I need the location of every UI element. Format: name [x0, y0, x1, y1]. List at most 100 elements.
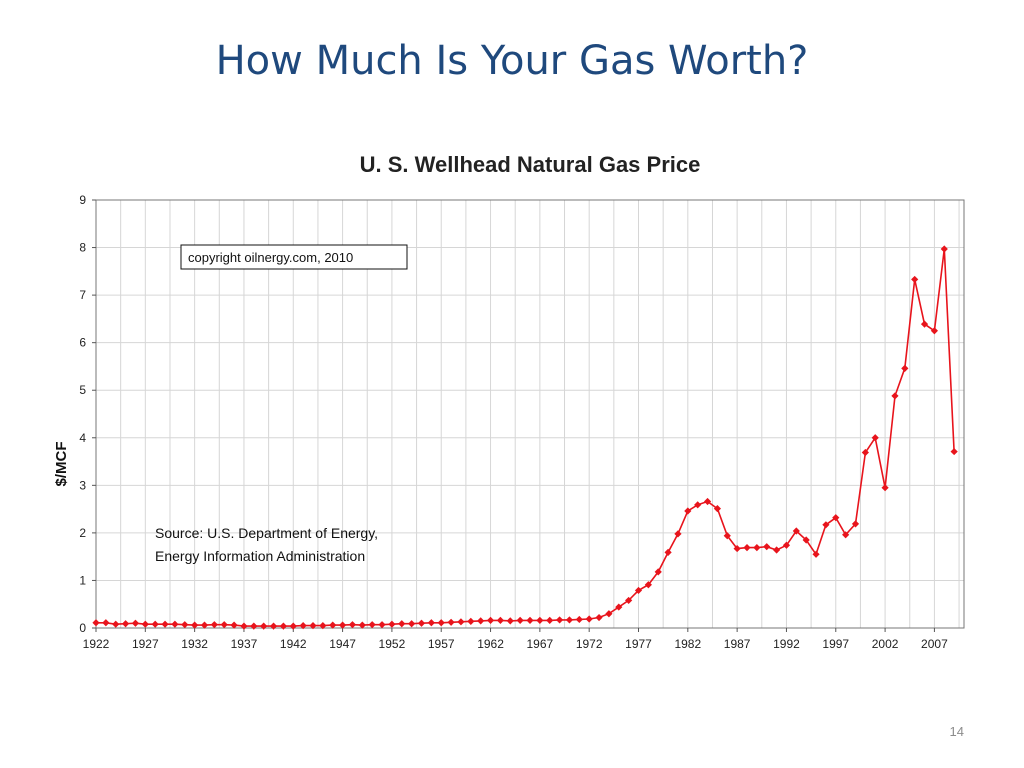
- x-tick-label: 2007: [921, 637, 948, 651]
- data-point: [753, 544, 761, 552]
- data-point: [161, 620, 169, 628]
- data-point: [615, 603, 623, 611]
- data-point: [802, 536, 810, 544]
- x-tick-label: 1927: [132, 637, 159, 651]
- copyright-box: copyright oilnergy.com, 2010: [180, 244, 408, 270]
- data-point: [723, 532, 731, 540]
- data-point: [940, 245, 948, 253]
- data-point: [516, 616, 524, 624]
- data-point: [348, 621, 357, 629]
- data-point: [378, 621, 386, 629]
- data-point: [368, 621, 376, 629]
- data-point: [102, 619, 110, 627]
- x-tick-label: 1937: [231, 637, 258, 651]
- data-point: [713, 505, 722, 513]
- data-point: [763, 543, 771, 551]
- data-point: [289, 622, 297, 630]
- data-point: [664, 548, 672, 556]
- data-point: [654, 568, 662, 576]
- y-tick-label: 1: [79, 573, 86, 587]
- data-point: [200, 621, 209, 629]
- data-point: [625, 596, 633, 605]
- data-point: [240, 622, 248, 630]
- data-point: [950, 447, 958, 456]
- data-point: [92, 619, 100, 627]
- data-point: [496, 616, 505, 624]
- data-point: [575, 615, 583, 624]
- data-point: [250, 622, 258, 630]
- data-point: [181, 621, 189, 629]
- data-point: [329, 621, 337, 629]
- data-point: [477, 617, 485, 625]
- slide-title: How Much Is Your Gas Worth?: [215, 38, 809, 84]
- data-point: [792, 527, 800, 535]
- data-point: [338, 621, 347, 629]
- data-point: [861, 448, 869, 457]
- data-point: [634, 586, 643, 595]
- data-point: [437, 619, 445, 627]
- data-point: [703, 497, 712, 506]
- y-tick-label: 6: [79, 336, 86, 350]
- x-tick-label: 1947: [329, 637, 356, 651]
- data-point: [171, 620, 179, 628]
- x-tick-label: 1922: [83, 637, 110, 651]
- data-point: [555, 616, 564, 624]
- data-point: [141, 620, 149, 628]
- x-tick-label: 1977: [625, 637, 652, 651]
- data-point: [743, 544, 751, 552]
- data-point: [595, 613, 603, 622]
- x-tick-label: 1967: [527, 637, 554, 651]
- data-point: [131, 619, 140, 627]
- x-axis-ticks: 1922 1927 1932 1937 1942 1947 1952 1957 1962 1967…: [83, 628, 948, 651]
- data-point: [358, 621, 366, 629]
- data-point: [299, 622, 307, 630]
- plot-frame: [95, 199, 965, 629]
- y-axis-ticks: 0 1 2 3 4 5 6 7 8 9: [79, 193, 96, 635]
- series-line: [96, 248, 955, 627]
- x-tick-label: 1942: [280, 637, 307, 651]
- x-tick-label: 1992: [773, 637, 800, 651]
- x-tick-label: 1932: [181, 637, 208, 651]
- y-tick-label: 9: [79, 193, 86, 207]
- series-layer: [92, 245, 958, 630]
- data-point: [526, 616, 534, 624]
- data-point: [911, 275, 919, 284]
- data-point: [151, 620, 159, 628]
- data-point: [467, 617, 475, 625]
- data-point: [506, 617, 514, 625]
- data-point: [851, 520, 860, 528]
- data-point: [191, 621, 199, 629]
- data-point: [782, 541, 791, 549]
- data-point: [427, 619, 435, 627]
- copyright-text: copyright oilnergy.com, 2010: [188, 250, 353, 265]
- data-point: [832, 514, 840, 522]
- y-axis-label: $/MCF: [53, 442, 70, 487]
- data-point: [881, 484, 889, 492]
- data-point: [121, 620, 130, 628]
- x-tick-label: 1987: [724, 637, 751, 651]
- data-point: [871, 434, 879, 442]
- y-tick-label: 3: [79, 478, 86, 492]
- data-point: [319, 622, 327, 630]
- data-point: [398, 620, 406, 628]
- source-text-line-2: Energy Information Administration: [155, 548, 365, 564]
- x-tick-label: 1957: [428, 637, 455, 651]
- data-point: [674, 530, 682, 538]
- x-tick-label: 1972: [576, 637, 603, 651]
- data-point: [536, 616, 544, 624]
- data-point: [842, 531, 850, 539]
- x-tick-label: 1962: [477, 637, 504, 651]
- data-point: [694, 501, 702, 509]
- data-point: [644, 581, 652, 589]
- data-point: [733, 544, 741, 553]
- data-point: [309, 622, 317, 630]
- data-point: [901, 364, 909, 372]
- copyright-box-border: [180, 244, 408, 270]
- x-tick-label: 1997: [822, 637, 849, 651]
- data-point: [388, 620, 396, 628]
- x-tick-label: 2002: [872, 637, 899, 651]
- data-point: [891, 392, 899, 400]
- data-point: [260, 622, 268, 630]
- data-point: [772, 546, 781, 554]
